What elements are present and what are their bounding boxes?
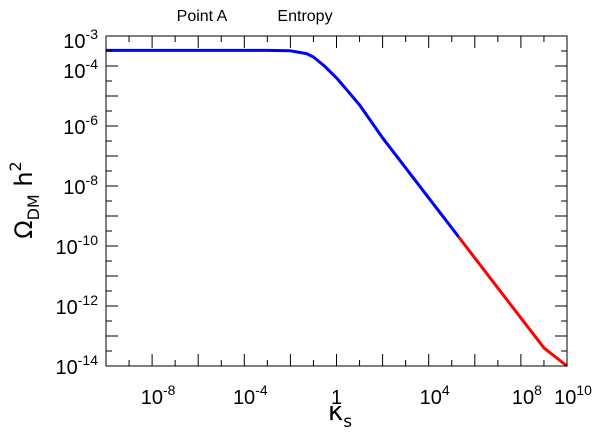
y-axis-title: ΩDM h2 — [6, 161, 43, 239]
y-axis-subscript: DM — [24, 194, 43, 220]
series-layer — [106, 48, 568, 368]
y-tick-label: 10-3 — [63, 26, 98, 53]
x-tick-label-base: 10 — [233, 387, 255, 409]
y-axis-suffix: h — [10, 171, 38, 194]
y-tick-label-exponent: -14 — [78, 352, 98, 368]
x-tick-label-base: 10 — [554, 387, 576, 409]
header-point-label: Point A — [177, 8, 228, 25]
y-tick-label-exponent: -10 — [78, 232, 98, 248]
x-tick-label-exponent: 4 — [442, 382, 450, 398]
x-axis-title: κs — [328, 397, 352, 432]
x-tick-label-exponent: 8 — [534, 382, 542, 398]
x-tick-label-base: 1 — [331, 387, 342, 409]
x-tick-label: 1010 — [554, 382, 592, 409]
y-tick-label-base: 10 — [56, 297, 78, 319]
y-tick-label-base: 10 — [56, 237, 78, 259]
y-tick-label-exponent: -12 — [78, 292, 98, 308]
x-tick-label-exponent: -4 — [255, 382, 268, 398]
series-line-2 — [457, 236, 568, 368]
x-tick-label-base: 10 — [420, 387, 442, 409]
x-tick-label: 104 — [420, 382, 450, 409]
y-tick-label: 10-10 — [56, 232, 99, 259]
x-tick-label: 10-8 — [141, 382, 176, 409]
x-tick-label-base: 10 — [141, 387, 163, 409]
x-tick-label-exponent: -8 — [163, 382, 176, 398]
x-tick-label-base: 10 — [512, 387, 534, 409]
y-tick-label-base: 10 — [63, 61, 85, 83]
x-tick-label: 1 — [331, 387, 342, 409]
y-tick-label-base: 10 — [63, 177, 85, 199]
y-tick-label: 10-6 — [63, 112, 98, 139]
tick-labels: 10-8 10-4 1 104 108 101010-310-410-610-810-10… — [56, 26, 593, 409]
y-tick-label: 10-14 — [56, 352, 99, 379]
tick-marks — [105, 35, 568, 367]
y-tick-label-exponent: -6 — [86, 112, 99, 128]
x-tick-label-exponent: 10 — [576, 382, 592, 398]
y-tick-label-base: 10 — [63, 31, 85, 53]
x-axis-symbol: κ — [328, 397, 343, 427]
y-tick-label-base: 10 — [56, 357, 78, 379]
y-axis-symbol: Ω — [10, 220, 38, 238]
header-entropy-label: Entropy — [277, 8, 332, 25]
y-tick-label-base: 10 — [63, 117, 85, 139]
x-tick-label: 10-4 — [233, 382, 268, 409]
y-tick-label: 10-12 — [56, 292, 99, 319]
y-axis-superscript: 2 — [6, 161, 25, 171]
y-tick-label: 10-8 — [63, 172, 98, 199]
x-axis-subscript: s — [343, 412, 352, 432]
y-tick-label-exponent: -4 — [86, 56, 99, 72]
plot-frame — [105, 35, 568, 367]
y-tick-label: 10-4 — [63, 56, 98, 83]
x-tick-label: 108 — [512, 382, 542, 409]
y-tick-label-exponent: -3 — [86, 26, 99, 42]
series-line-1 — [106, 48, 460, 238]
y-tick-label-exponent: -8 — [86, 172, 99, 188]
